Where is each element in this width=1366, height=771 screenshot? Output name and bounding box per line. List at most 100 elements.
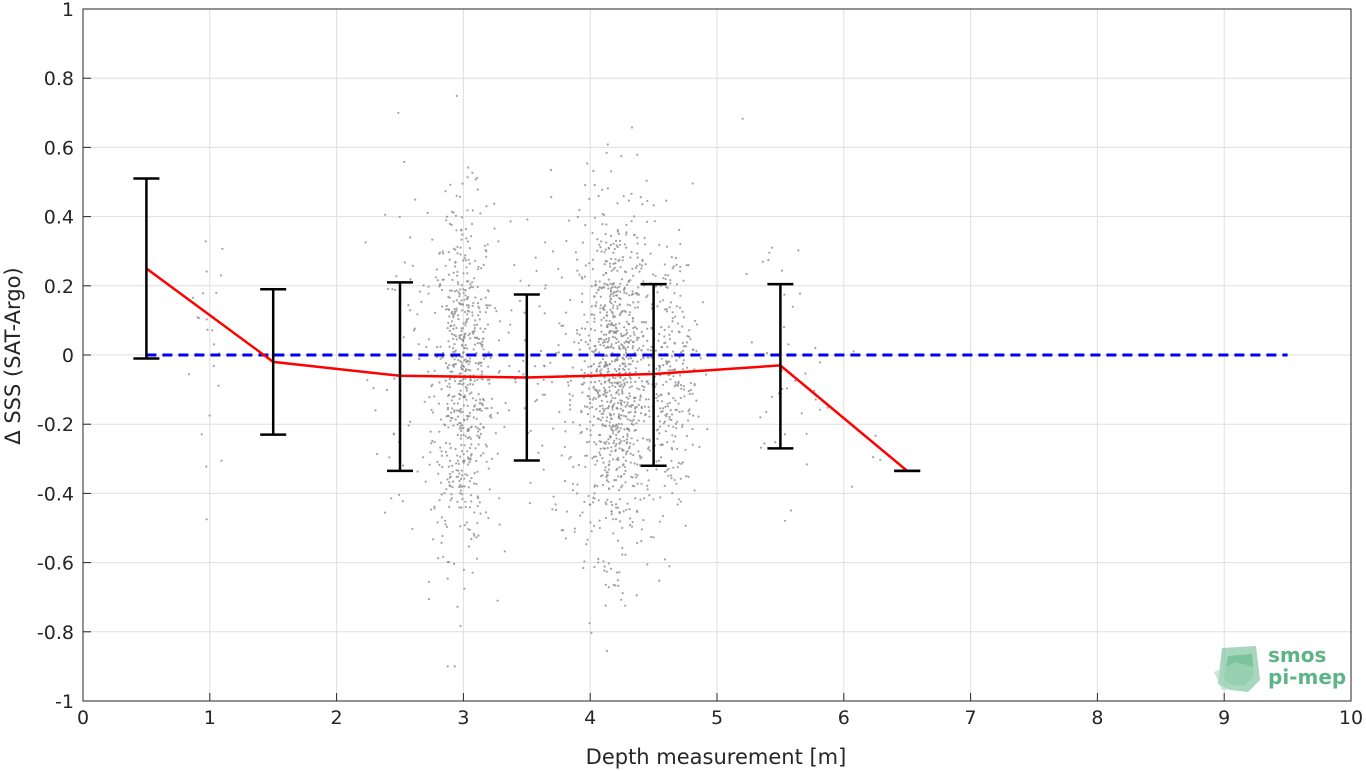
scatter-point [468, 360, 471, 363]
scatter-point [452, 327, 455, 330]
scatter-point [459, 253, 462, 256]
scatter-point [872, 456, 875, 459]
scatter-point [459, 525, 462, 528]
scatter-point [453, 395, 456, 398]
scatter-point [664, 273, 667, 277]
scatter-point [664, 405, 667, 408]
scatter-point [462, 396, 466, 399]
scatter-point [485, 445, 488, 448]
scatter-point [466, 360, 469, 363]
scatter-point [439, 418, 442, 421]
scatter-point [477, 265, 480, 268]
scatter-point [680, 425, 684, 428]
scatter-point [612, 413, 616, 416]
scatter-point [629, 256, 632, 259]
scatter-point [467, 334, 470, 337]
x-tick-label: 5 [711, 707, 723, 729]
scatter-point [456, 245, 459, 248]
scatter-point [599, 447, 602, 450]
scatter-point [552, 427, 555, 430]
scatter-point [469, 446, 472, 450]
scatter-point [629, 461, 632, 464]
scatter-point [445, 488, 448, 491]
scatter-point [658, 432, 661, 435]
scatter-point [617, 475, 620, 478]
scatter-point [631, 267, 634, 270]
scatter-point [454, 214, 458, 217]
logo-mark-icon [1214, 646, 1260, 692]
scatter-point [640, 349, 643, 352]
y-tick-label: 0.8 [44, 68, 74, 90]
scatter-point [602, 339, 605, 342]
scatter-point [641, 384, 644, 388]
scatter-point [597, 340, 600, 343]
scatter-point [461, 497, 464, 501]
scatter-point [614, 397, 617, 400]
scatter-point [674, 408, 677, 412]
scatter-point [459, 477, 463, 480]
scatter-point [440, 516, 443, 519]
scatter-point [759, 446, 763, 449]
scatter-point [453, 363, 456, 366]
scatter-point [606, 471, 609, 474]
scatter-point [407, 304, 410, 307]
scatter-point [444, 379, 447, 382]
scatter-point [573, 530, 576, 533]
scatter-point [632, 396, 636, 399]
scatter-point [468, 461, 471, 464]
scatter-point [212, 364, 215, 367]
scatter-point [447, 251, 450, 254]
scatter-point [634, 367, 638, 370]
scatter-point [588, 440, 591, 443]
scatter-point [612, 282, 615, 285]
scatter-point [625, 441, 629, 444]
scatter-point [489, 356, 492, 360]
scatter-point [630, 126, 634, 129]
scatter-point [589, 339, 592, 342]
scatter-point [605, 649, 609, 653]
scatter-point [458, 195, 462, 198]
scatter-point [665, 415, 668, 418]
scatter-point [661, 515, 665, 518]
scatter-point [527, 284, 531, 287]
scatter-point [636, 293, 639, 296]
scatter-point [539, 349, 543, 352]
scatter-point [494, 432, 497, 435]
scatter-point [445, 525, 449, 529]
scatter-point [473, 379, 476, 382]
scatter-point [625, 396, 628, 399]
scatter-point [364, 241, 367, 244]
scatter-point [615, 327, 618, 330]
scatter-point [464, 310, 467, 314]
scatter-point [587, 494, 590, 498]
scatter-point [626, 401, 629, 404]
scatter-point [576, 215, 579, 219]
scatter-point [623, 439, 626, 442]
scatter-point [619, 427, 622, 430]
scatter-point [814, 346, 817, 350]
scatter-point [459, 389, 462, 392]
scatter-point [619, 266, 622, 269]
scatter-point [626, 418, 629, 421]
scatter-point [626, 331, 629, 334]
scatter-point [676, 503, 679, 506]
scatter-point [449, 183, 452, 186]
y-tick-label: 1 [62, 0, 74, 21]
scatter-point [659, 496, 662, 499]
scatter-point [634, 473, 637, 476]
y-tick-label: -0.6 [37, 553, 74, 575]
scatter-point [656, 428, 660, 431]
scatter-point [698, 445, 701, 449]
scatter-point [644, 263, 647, 266]
scatter-point [623, 353, 626, 357]
scatter-point [476, 522, 479, 525]
scatter-point [650, 356, 653, 359]
scatter-point [451, 407, 454, 410]
scatter-point [452, 337, 455, 340]
scatter-point [397, 111, 400, 114]
scatter-point [438, 381, 441, 384]
scatter-point [605, 570, 608, 573]
scatter-point [441, 465, 444, 469]
scatter-point [632, 326, 635, 330]
scatter-point [468, 262, 471, 265]
